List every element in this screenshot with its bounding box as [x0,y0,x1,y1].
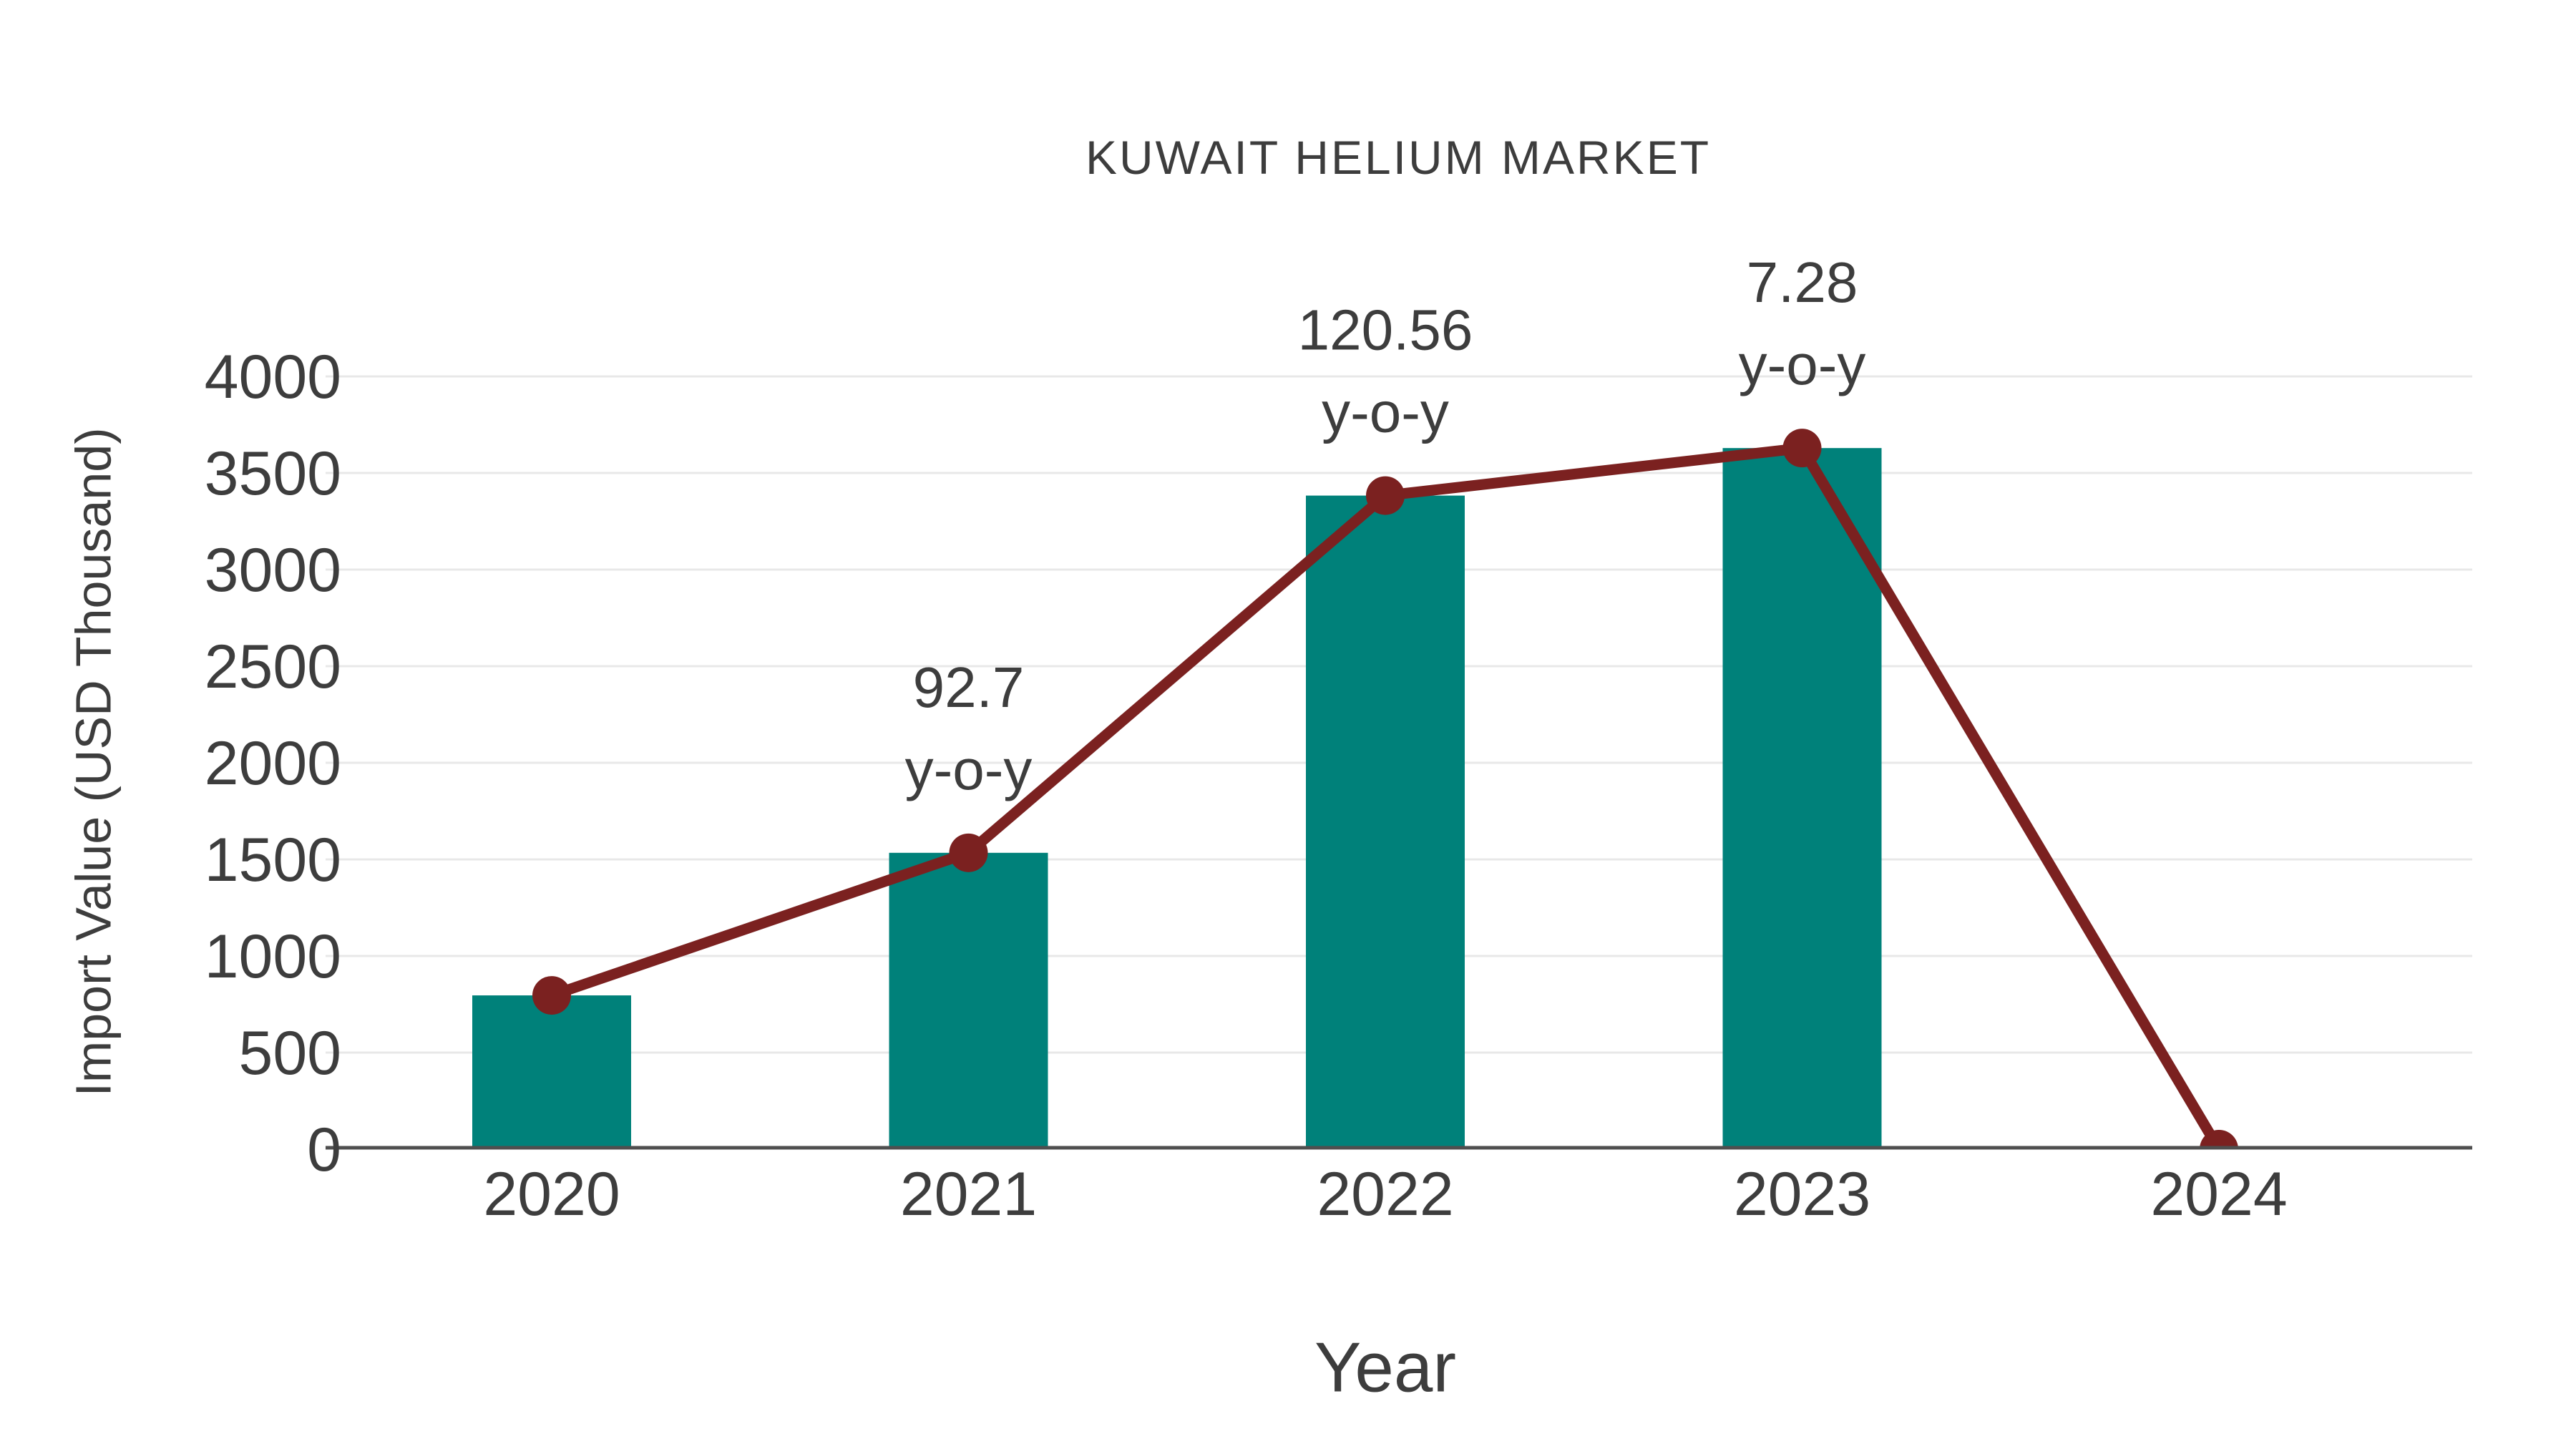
y-tick-label-500: 500 [239,1019,342,1088]
marker-2022 [1366,476,1405,515]
annotation-2022-line2: y-o-y [1322,381,1449,444]
x-tick-label-2021: 2021 [900,1160,1037,1229]
y-tick-labels: 0 500 1000 1500 2000 2500 3000 3500 4000 [205,343,341,1184]
y-tick-label-4000: 4000 [205,343,341,411]
x-tick-label-2023: 2023 [1734,1160,1870,1229]
y-tick-label-2000: 2000 [205,729,341,798]
marker-2024 [2200,1130,2238,1149]
annotation-2023-line2: y-o-y [1739,333,1866,396]
marker-2021 [949,833,988,872]
bar-2023 [1722,448,1882,1149]
line-series-layer [532,429,2238,1149]
marker-2023 [1782,429,1822,468]
x-tick-labels: 2020 2021 2022 2023 2024 [483,1160,2287,1229]
x-tick-label-2020: 2020 [483,1160,620,1229]
y-tick-label-0: 0 [307,1116,341,1184]
annotations-layer: 92.7 y-o-y 120.56 y-o-y 7.28 y-o-y [905,250,1866,801]
annotation-2021-line2: y-o-y [905,738,1033,801]
bar-2021 [889,852,1048,1149]
bar-2020 [472,995,631,1149]
x-axis-title: Year [1314,1327,1456,1406]
annotation-2023-line1: 7.28 [1747,250,1858,314]
y-tick-label-3500: 3500 [205,439,341,508]
x-tick-label-2022: 2022 [1317,1160,1453,1229]
annotation-2022-line1: 120.56 [1298,298,1473,362]
marker-2020 [532,976,571,1015]
y-tick-label-2500: 2500 [205,633,341,701]
chart-title: KUWAIT HELIUM MARKET [1085,131,1711,184]
y-tick-label-1000: 1000 [205,922,341,991]
annotation-2021-line1: 92.7 [913,655,1025,719]
x-tick-label-2024: 2024 [2150,1160,2287,1229]
bar-2022 [1306,495,1465,1149]
bars-layer [472,448,1882,1149]
y-tick-label-1500: 1500 [205,826,341,894]
y-tick-label-3000: 3000 [205,536,341,605]
y-axis-title: Import Value (USD Thousand) [66,427,122,1096]
